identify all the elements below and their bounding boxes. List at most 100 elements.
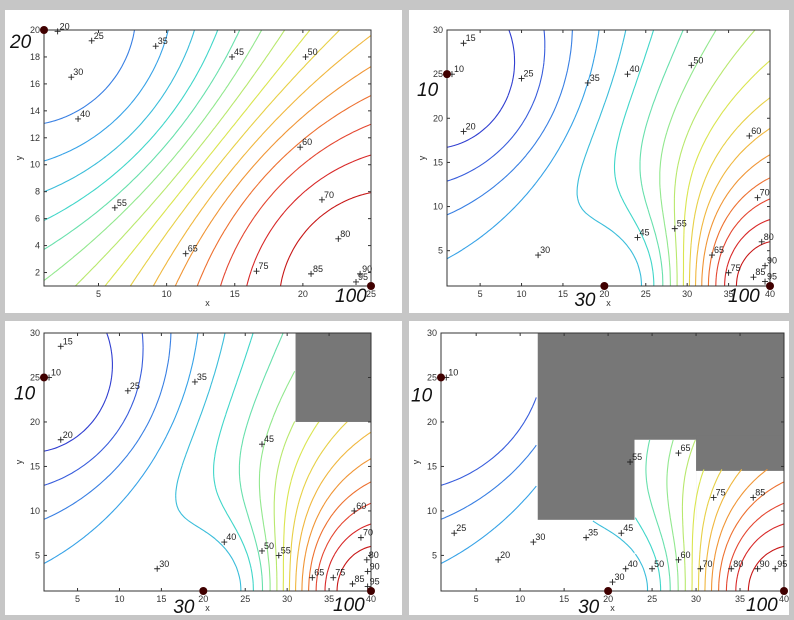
contour-label-marker <box>688 62 695 69</box>
plot-frame <box>446 29 771 287</box>
contour-label: 20 <box>63 430 73 440</box>
x-tick-label: 40 <box>765 289 775 299</box>
contour-label-marker <box>357 270 364 277</box>
x-tick-label: 10 <box>162 289 172 299</box>
plot-frame <box>43 332 372 592</box>
contour-label-marker <box>221 539 228 546</box>
contour-line-55 <box>74 30 286 286</box>
well-value-annotation: 30 <box>173 597 195 618</box>
contour-label-marker <box>308 270 315 277</box>
y-tick-label: 20 <box>30 25 40 35</box>
contour-label: 95 <box>767 272 777 282</box>
contour-label-marker <box>451 530 458 537</box>
contour-line-40 <box>213 333 254 591</box>
x-axis-label: x <box>610 603 615 613</box>
contour-label: 45 <box>234 47 244 57</box>
well-value-annotation: 100 <box>728 286 760 307</box>
contour-label-marker <box>530 539 537 546</box>
clear-region <box>634 439 697 591</box>
contour-label: 60 <box>356 501 366 511</box>
contour-label: 85 <box>313 264 323 274</box>
contour-line-20 <box>44 333 144 486</box>
x-axis-label: x <box>205 298 210 308</box>
contour-label: 55 <box>117 198 127 208</box>
y-tick-label: 25 <box>433 69 443 79</box>
y-tick-label: 20 <box>427 417 437 427</box>
well-value-annotation: 10 <box>411 385 433 406</box>
well-marker <box>437 373 445 382</box>
contour-label-marker <box>772 565 779 572</box>
contour-line-45 <box>44 30 241 250</box>
contour-label-marker <box>762 262 769 269</box>
well-value-annotation: 100 <box>746 595 778 616</box>
y-tick-label: 15 <box>30 461 40 471</box>
contour-label: 35 <box>588 528 598 538</box>
y-tick-label: 30 <box>433 25 443 35</box>
contour-label: 20 <box>60 21 70 31</box>
contour-label-marker <box>302 53 309 60</box>
well-value-annotation: 30 <box>578 597 600 618</box>
contour-lines <box>447 30 770 286</box>
contour-line-65 <box>288 421 348 591</box>
contour-label-marker <box>191 378 198 385</box>
contour-label: 40 <box>80 109 90 119</box>
panel-background <box>5 10 402 313</box>
y-tick-label: 15 <box>427 461 437 471</box>
contour-line-80 <box>308 481 371 591</box>
contour-label-marker <box>535 252 542 259</box>
y-tick-label: 5 <box>432 550 437 560</box>
well-marker <box>40 373 48 382</box>
contour-line-25 <box>441 444 537 520</box>
contour-line-85 <box>315 502 371 591</box>
contour-label-marker <box>709 252 716 259</box>
contour-label-marker <box>634 234 641 241</box>
contour-line-75 <box>710 468 768 591</box>
x-tick-label: 15 <box>230 289 240 299</box>
contour-label-marker <box>351 507 358 514</box>
contour-line-70 <box>152 35 371 286</box>
x-tick-label: 10 <box>517 289 527 299</box>
contour-label: 25 <box>94 31 104 41</box>
contour-label-marker <box>728 565 735 572</box>
y-tick-label: 4 <box>35 241 40 251</box>
contour-line-75 <box>174 66 371 286</box>
contour-line-15 <box>44 333 113 452</box>
well-marker <box>766 282 774 290</box>
x-tick-label: 40 <box>366 594 376 604</box>
well-marker <box>40 26 48 34</box>
contour-label: 20 <box>500 550 510 560</box>
contour-line-30 <box>44 333 199 564</box>
panel-background <box>409 10 789 313</box>
contour-label-marker <box>627 459 634 465</box>
contour-label: 45 <box>264 434 274 444</box>
x-tick-label: 5 <box>478 289 483 299</box>
contour-label: 90 <box>767 256 777 266</box>
contour-label: 70 <box>702 559 712 569</box>
contour-label-marker <box>330 574 337 581</box>
contour-label: 10 <box>454 64 464 74</box>
plot-frame <box>440 332 785 592</box>
y-axis-label: y <box>411 459 421 464</box>
contour-label-marker <box>583 534 590 541</box>
contour-label-marker <box>584 79 591 86</box>
contour-label-marker <box>609 579 616 586</box>
contour-label: 60 <box>302 137 312 147</box>
contour-label-marker <box>750 494 757 501</box>
contour-label: 50 <box>264 541 274 551</box>
contour-label: 70 <box>324 190 334 200</box>
y-tick-label: 8 <box>35 187 40 197</box>
contour-label-marker <box>624 71 631 78</box>
well-marker <box>600 282 609 290</box>
contour-label: 75 <box>716 488 726 498</box>
contour-label: 30 <box>540 245 550 255</box>
well-value-annotation: 100 <box>333 595 365 616</box>
well-marker <box>604 587 613 595</box>
contour-label-marker <box>460 128 467 135</box>
contour-label: 55 <box>677 219 687 229</box>
y-tick-label: 25 <box>427 372 437 382</box>
well-marker <box>367 282 375 290</box>
contour-line-45 <box>639 30 684 286</box>
y-tick-label: 5 <box>35 550 40 560</box>
contour-line-95 <box>279 192 371 286</box>
contour-label-marker <box>746 132 753 139</box>
